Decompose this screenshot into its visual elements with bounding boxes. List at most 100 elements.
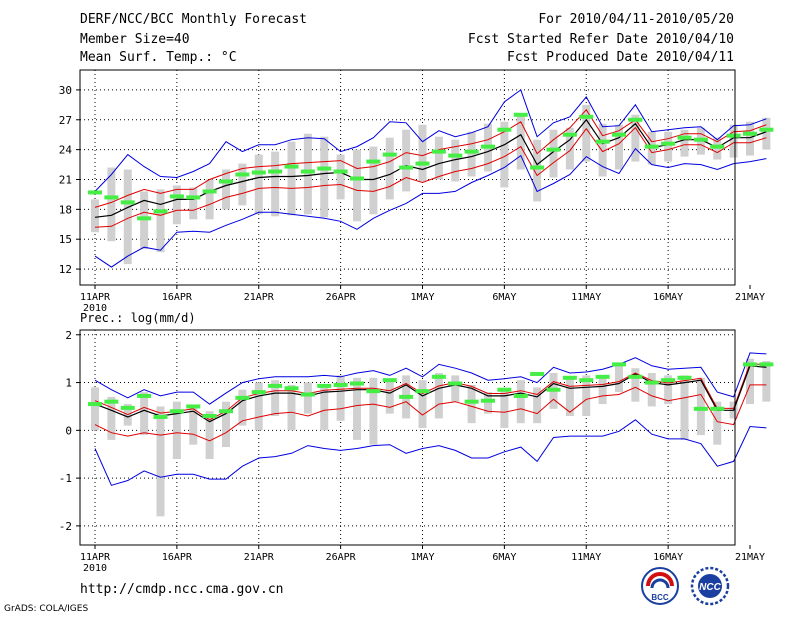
temp-obs-marker bbox=[644, 144, 659, 149]
prec-obs-marker bbox=[644, 380, 659, 385]
prec-obs-marker bbox=[202, 414, 217, 418]
temp-spread-bar bbox=[353, 149, 361, 222]
prec-obs-marker bbox=[300, 392, 315, 397]
temp-obs-marker bbox=[743, 131, 757, 136]
temp-obs-marker bbox=[268, 169, 283, 174]
temp-obs-marker bbox=[153, 209, 168, 214]
prec-spread-bar bbox=[598, 375, 607, 405]
prec-xtick-label: 11MAY bbox=[571, 552, 601, 563]
prec-spread-bar bbox=[353, 377, 361, 440]
temp-xtick-label: 6MAY bbox=[492, 292, 516, 303]
prec-obs-marker bbox=[104, 399, 119, 404]
temp-obs-marker bbox=[284, 164, 299, 169]
prec-spread-bar bbox=[238, 389, 247, 426]
temp-spread-bar bbox=[172, 185, 181, 225]
prec-xtick-label: 21APR bbox=[244, 552, 275, 563]
temp-spread-bar bbox=[467, 131, 476, 177]
temp-obs-marker bbox=[497, 127, 512, 132]
temp-spread-bar bbox=[729, 124, 738, 158]
prec-obs-marker bbox=[595, 374, 610, 379]
prec-obs-marker bbox=[268, 383, 283, 388]
prec-obs-marker bbox=[513, 393, 528, 398]
prec-spread-bar bbox=[156, 406, 165, 517]
temp-spread-bar bbox=[434, 136, 443, 180]
prec-obs-marker bbox=[562, 375, 577, 380]
prec-title: Prec.: log(mm/d) bbox=[80, 311, 196, 325]
temp-obs-marker bbox=[448, 153, 463, 158]
temp-obs-marker bbox=[530, 165, 545, 170]
temp-spread-bar bbox=[598, 123, 607, 177]
temp-spread-bar bbox=[680, 129, 689, 157]
temp-spread-bar bbox=[123, 169, 132, 265]
temp-spread-bar bbox=[369, 146, 378, 215]
source-url[interactable]: http://cmdp.ncc.cma.gov.cn bbox=[80, 582, 284, 597]
temp-obs-marker bbox=[333, 169, 348, 174]
temp-obs-marker bbox=[677, 135, 692, 140]
grads-credit: GrADS: COLA/IGES bbox=[4, 604, 89, 614]
temp-spread-bar bbox=[762, 117, 771, 150]
prec-spread-bar bbox=[582, 375, 591, 416]
bcc-logo-text: BCC bbox=[651, 593, 669, 602]
prec-obs-marker bbox=[169, 409, 184, 414]
temp-obs-marker bbox=[202, 189, 217, 194]
prec-spread-bar bbox=[680, 375, 689, 440]
prec-spread-bar bbox=[467, 384, 476, 424]
prec-xtick-label: 11APR bbox=[80, 552, 111, 563]
prec-xtick-label: 16MAY bbox=[653, 552, 683, 563]
prec-obs-marker bbox=[153, 414, 168, 419]
prec-spread-bar bbox=[140, 392, 149, 436]
temp-obs-marker bbox=[415, 161, 430, 166]
prec-spread-bar bbox=[664, 375, 673, 405]
prec-obs-marker bbox=[284, 386, 299, 391]
temp-ytick-label: 27 bbox=[59, 114, 72, 127]
chart-title: DERF/NCC/BCC Monthly Forecast bbox=[80, 12, 307, 27]
prec-xtick-label: 21MAY bbox=[735, 552, 765, 563]
temp-obs-marker bbox=[759, 127, 774, 132]
forecast-started-date: Fcst Started Refer Date 2010/04/10 bbox=[467, 32, 734, 47]
prec-panel: -2 -1 0 1 2 11APR 16APR 21APR 26APR 1MAY 6MAY 11MAY… bbox=[59, 311, 774, 574]
temp-year-label: 2010 bbox=[83, 303, 107, 314]
prec-spread-bar bbox=[696, 377, 705, 436]
temp-obs-marker bbox=[104, 195, 119, 200]
prec-spread-bar bbox=[484, 392, 492, 414]
temp-xtick-label: 11APR bbox=[80, 292, 111, 303]
prec-spread-bar bbox=[385, 380, 394, 414]
prec-obs-marker bbox=[464, 399, 479, 404]
temp-spread-bar bbox=[205, 179, 214, 220]
temp-obs-marker bbox=[251, 170, 266, 175]
prec-max-line bbox=[94, 352, 767, 405]
prec-spread-bar bbox=[451, 375, 460, 402]
prec-obs-marker bbox=[333, 382, 348, 387]
prec-obs-marker bbox=[88, 402, 102, 407]
prec-obs-marker bbox=[448, 381, 463, 386]
temp-frame bbox=[79, 69, 736, 286]
temp-obs-marker bbox=[481, 144, 495, 149]
temp-obs-marker bbox=[137, 216, 152, 221]
temp-spread-bar bbox=[238, 163, 247, 206]
temp-spread-bar bbox=[303, 133, 312, 215]
temp-ytick-label: 15 bbox=[59, 233, 72, 246]
temp-obs-marker bbox=[382, 152, 397, 157]
prec-obs-marker bbox=[251, 390, 266, 395]
prec-lower-red-line bbox=[94, 384, 767, 442]
temp-spread-bar bbox=[418, 124, 427, 182]
prec-spread-bar bbox=[418, 380, 427, 428]
temp-spread-bar bbox=[582, 104, 591, 162]
prec-spread-bar bbox=[254, 382, 263, 431]
forecast-period: For 2010/04/11-2010/05/20 bbox=[538, 12, 734, 27]
temp-obs-marker bbox=[612, 132, 626, 137]
prec-spread-bar bbox=[516, 380, 525, 424]
temp-xtick-label: 16MAY bbox=[653, 292, 683, 303]
prec-obs-marker bbox=[481, 398, 495, 403]
temp-spread-bar bbox=[156, 189, 165, 253]
prec-spread-bar bbox=[172, 401, 181, 459]
temp-panel: 12 15 18 21 24 27 30 11APR 16APR 21APR 26APR 1MAY 6M… bbox=[59, 69, 774, 314]
ncc-logo: NCC bbox=[690, 566, 730, 606]
temp-min-line bbox=[94, 147, 767, 268]
temp-obs-marker bbox=[546, 147, 561, 152]
temp-obs-marker bbox=[579, 114, 594, 119]
temp-obs-marker bbox=[431, 149, 446, 154]
temp-spread-bar bbox=[631, 114, 640, 162]
prec-obs-marker bbox=[612, 362, 626, 367]
